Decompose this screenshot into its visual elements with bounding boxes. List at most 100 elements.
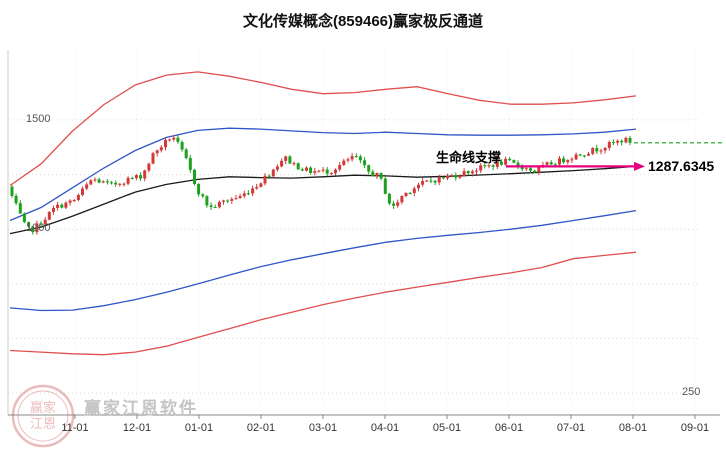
candle-body [242, 193, 246, 197]
x-axis-label: 03-01 [308, 422, 338, 434]
x-axis-label: 08-01 [618, 422, 648, 434]
y-axis-label: 250 [682, 386, 701, 399]
candle-body [433, 180, 437, 183]
candle-body [267, 175, 271, 177]
candle-body [309, 167, 313, 173]
candle-body [620, 140, 624, 143]
candle-body [495, 161, 499, 167]
candle-body [68, 200, 72, 203]
candle-body [338, 165, 342, 170]
candle-body [188, 158, 192, 170]
candle-body [421, 181, 425, 185]
lifeline-support-label: 生命线支撑 [436, 150, 502, 166]
candle-body [271, 169, 275, 177]
candle-body [375, 173, 379, 177]
candle-body [76, 195, 80, 200]
x-axis-label: 04-01 [370, 422, 400, 434]
candle-body [441, 177, 445, 179]
x-axis-label: 05-01 [432, 422, 462, 434]
candle-body [168, 139, 172, 141]
candle-body [39, 223, 43, 225]
candle-body [47, 211, 51, 220]
candle-body [209, 205, 213, 207]
candle-body [201, 194, 205, 197]
candle-body [624, 137, 628, 143]
candle-body [417, 184, 420, 189]
candle-body [396, 202, 400, 206]
candle-body [462, 171, 466, 176]
candle-body [122, 183, 126, 185]
candle-body [537, 167, 541, 173]
lifeline-support-arrowhead [634, 161, 645, 171]
candle-body [367, 165, 371, 172]
candle-body [292, 163, 296, 165]
x-axis-label: 09-01 [680, 422, 710, 434]
candle-body [479, 165, 483, 171]
x-axis-label: 01-01 [184, 422, 214, 434]
candle-body [85, 184, 89, 189]
candle-body [164, 139, 167, 148]
candle-body [213, 207, 217, 208]
candle-body [251, 188, 255, 194]
candle-body [22, 213, 26, 223]
candle-body [230, 199, 234, 201]
candle-body [321, 169, 325, 171]
candle-body [454, 175, 458, 178]
candle-body [466, 171, 470, 174]
candle-body [487, 165, 491, 167]
candle-body [334, 169, 337, 174]
candle-body [400, 196, 404, 203]
candle-body [81, 188, 84, 195]
watermark-stamp-text-bottom: 江恩 [30, 416, 56, 431]
candle-body [222, 200, 225, 202]
candle-body [296, 163, 300, 170]
candle-body [553, 164, 557, 166]
candle-body [43, 219, 47, 225]
candle-body [280, 160, 284, 167]
candle-body [317, 170, 321, 172]
candle-body [483, 165, 487, 167]
channel-lower-red-line [9, 251, 637, 356]
candle-body [313, 171, 317, 173]
candle-body [226, 200, 230, 202]
candle-body [437, 177, 441, 183]
candle-body [155, 150, 159, 154]
candle-body [516, 162, 520, 167]
candle-body [64, 202, 68, 208]
candle-body [284, 156, 288, 161]
candle-body [329, 173, 333, 175]
x-axis-label: 06-01 [494, 422, 524, 434]
candle-body [31, 226, 35, 233]
candle-body [255, 186, 259, 189]
candle-body [570, 159, 574, 161]
candle-body [450, 175, 454, 177]
candle-body [300, 169, 304, 171]
candle-body [10, 186, 14, 196]
candle-body [392, 203, 396, 206]
candle-body [130, 177, 134, 179]
candle-body [628, 137, 632, 143]
candle-body [582, 155, 586, 157]
candle-body [512, 160, 516, 163]
candle-body [89, 180, 93, 185]
candle-body [134, 175, 138, 179]
candle-body [603, 148, 607, 151]
candle-body [524, 168, 528, 170]
candle-body [193, 169, 196, 184]
candle-body [97, 179, 101, 183]
candle-body [533, 170, 537, 173]
candle-body [246, 193, 250, 195]
candle-body [499, 161, 503, 165]
channel-upper-blue-line [9, 127, 637, 222]
candle-body [234, 198, 238, 200]
candle-body [587, 153, 590, 156]
watermark-stamp-text-top: 赢家 [30, 400, 56, 415]
candle-body [151, 153, 155, 164]
candle-body [205, 196, 209, 206]
candle-body [305, 167, 308, 171]
candle-body [611, 142, 615, 144]
candle-body [27, 222, 31, 227]
x-axis-label: 12-01 [122, 422, 152, 434]
candle-body [566, 160, 570, 163]
